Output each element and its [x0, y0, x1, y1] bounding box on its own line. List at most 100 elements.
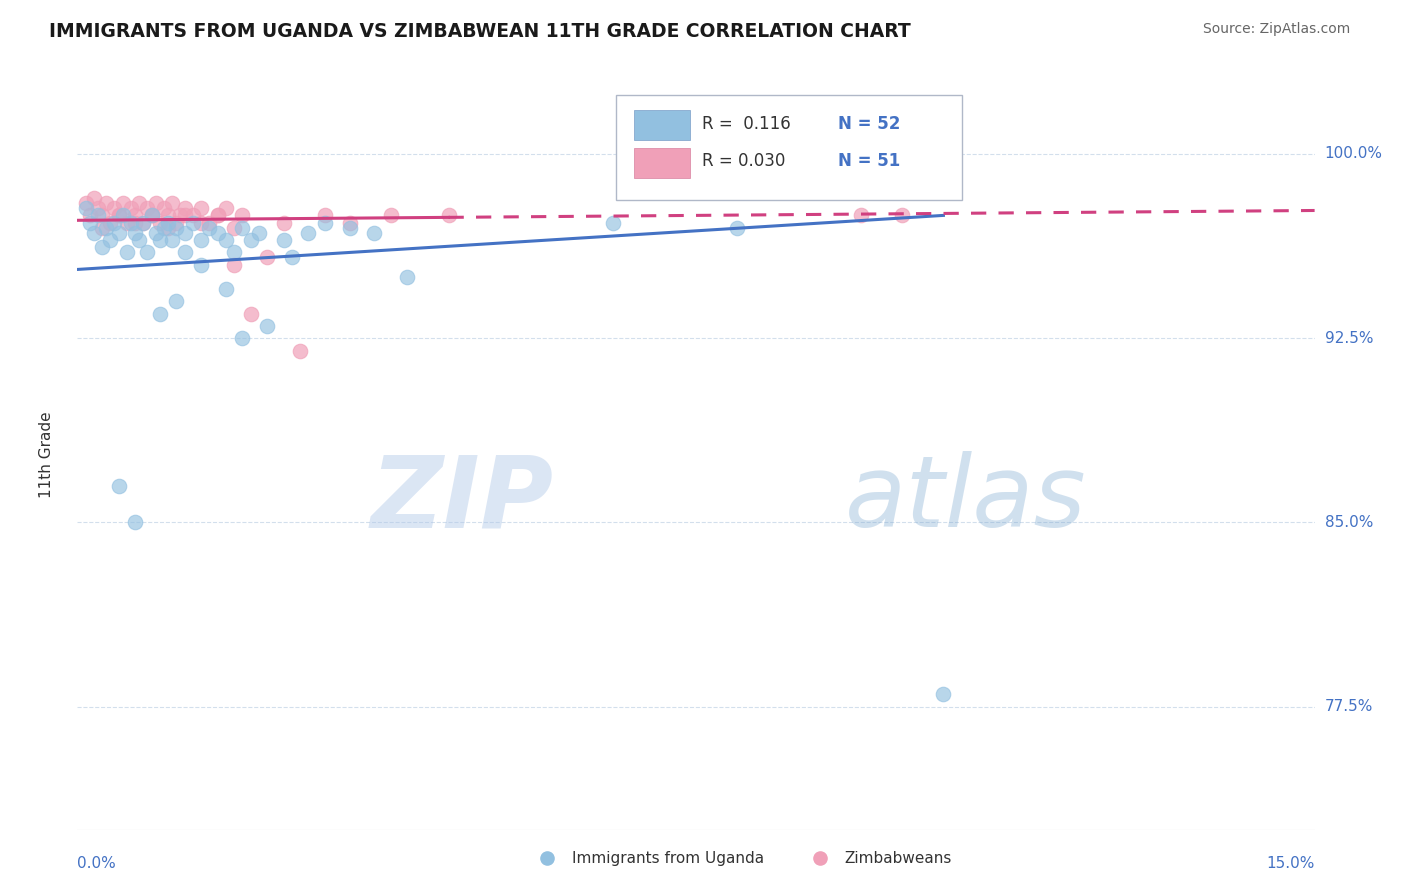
Point — [339, 216, 361, 230]
Point — [87, 201, 110, 215]
Point — [198, 220, 221, 235]
Point — [314, 216, 336, 230]
Point — [136, 201, 159, 215]
Point — [145, 196, 167, 211]
Point — [181, 208, 204, 222]
Point — [239, 233, 262, 247]
Text: 15.0%: 15.0% — [1267, 855, 1315, 871]
Point — [157, 216, 180, 230]
Point — [79, 216, 101, 230]
Point — [153, 220, 176, 235]
Point — [181, 216, 204, 230]
Point — [83, 191, 105, 205]
Point — [124, 216, 146, 230]
Point — [891, 208, 914, 222]
Point — [222, 245, 245, 260]
Text: 100.0%: 100.0% — [1324, 146, 1382, 161]
Point — [141, 208, 163, 222]
Point — [96, 220, 118, 235]
Point — [115, 216, 138, 230]
Text: R =  0.116: R = 0.116 — [702, 115, 792, 133]
Text: Source: ZipAtlas.com: Source: ZipAtlas.com — [1202, 22, 1350, 37]
Point — [75, 196, 97, 211]
Point — [124, 516, 146, 530]
Text: Zimbabweans: Zimbabweans — [845, 851, 952, 865]
Point — [297, 226, 319, 240]
Point — [103, 201, 125, 215]
Point — [273, 233, 295, 247]
Text: IMMIGRANTS FROM UGANDA VS ZIMBABWEAN 11TH GRADE CORRELATION CHART: IMMIGRANTS FROM UGANDA VS ZIMBABWEAN 11T… — [49, 22, 911, 41]
Text: Immigrants from Uganda: Immigrants from Uganda — [572, 851, 765, 865]
Point — [314, 208, 336, 222]
Point — [91, 208, 114, 222]
FancyBboxPatch shape — [634, 148, 690, 178]
Text: N = 51: N = 51 — [838, 153, 900, 170]
Point — [132, 216, 155, 230]
Point — [190, 216, 212, 230]
Point — [149, 307, 172, 321]
Point — [111, 208, 134, 222]
Point — [91, 240, 114, 254]
Text: 0.0%: 0.0% — [77, 855, 117, 871]
Point — [207, 226, 229, 240]
Point — [87, 208, 110, 222]
Point — [215, 282, 238, 296]
Point — [396, 269, 419, 284]
Point — [190, 258, 212, 272]
Point — [107, 478, 129, 492]
Point — [98, 216, 121, 230]
Point — [256, 318, 278, 333]
Point — [602, 216, 624, 230]
Point — [173, 201, 195, 215]
Point — [849, 208, 872, 222]
Point — [107, 226, 129, 240]
Point — [96, 196, 118, 211]
Text: N = 52: N = 52 — [838, 115, 901, 133]
Point — [83, 226, 105, 240]
Point — [256, 250, 278, 264]
Point — [165, 216, 187, 230]
Point — [115, 245, 138, 260]
Point — [91, 220, 114, 235]
Point — [145, 226, 167, 240]
Point — [339, 220, 361, 235]
Point — [239, 307, 262, 321]
Point — [169, 208, 191, 222]
Text: 11th Grade: 11th Grade — [39, 411, 53, 499]
Point — [136, 245, 159, 260]
Point — [281, 250, 304, 264]
Point — [165, 220, 187, 235]
Point — [128, 196, 150, 211]
Point — [190, 233, 212, 247]
Point — [207, 208, 229, 222]
Point — [120, 201, 142, 215]
Point — [124, 226, 146, 240]
Point — [132, 216, 155, 230]
Point — [173, 245, 195, 260]
Point — [190, 201, 212, 215]
Point — [79, 208, 101, 222]
Point — [128, 233, 150, 247]
Point — [173, 208, 195, 222]
Point — [207, 208, 229, 222]
Point — [157, 220, 180, 235]
Point — [75, 201, 97, 215]
Point — [153, 201, 176, 215]
Text: ZIP: ZIP — [371, 451, 554, 549]
Point — [932, 688, 955, 702]
Point — [215, 201, 238, 215]
Point — [165, 294, 187, 309]
Point — [160, 196, 183, 211]
Point — [363, 226, 385, 240]
Point — [149, 233, 172, 247]
Text: 92.5%: 92.5% — [1324, 331, 1374, 346]
Point — [198, 216, 221, 230]
Point — [231, 220, 253, 235]
Text: 85.0%: 85.0% — [1324, 515, 1372, 530]
Text: 77.5%: 77.5% — [1324, 699, 1372, 714]
Point — [173, 226, 195, 240]
Point — [149, 216, 172, 230]
Point — [107, 208, 129, 222]
Point — [725, 220, 748, 235]
Point — [222, 258, 245, 272]
